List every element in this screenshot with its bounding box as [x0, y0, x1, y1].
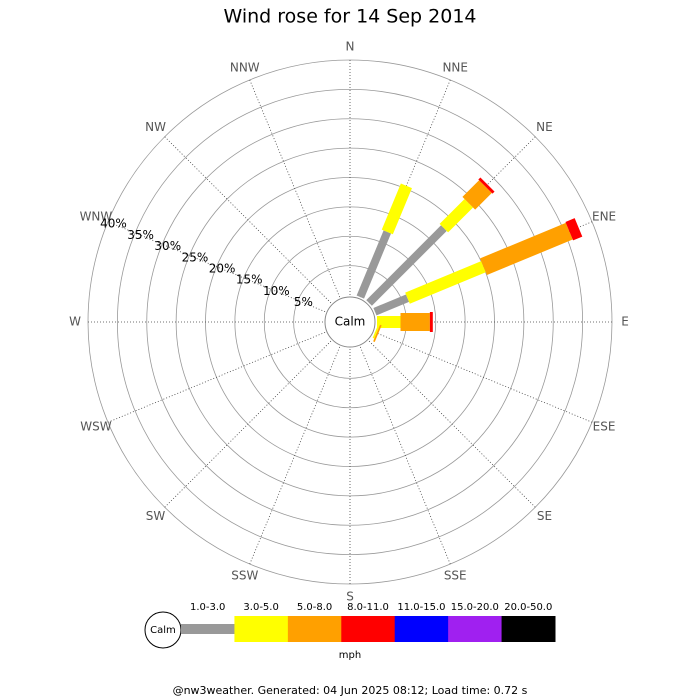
legend-swatch: [234, 616, 289, 642]
r-tick-label: 20%: [209, 261, 236, 275]
direction-label: WSW: [80, 420, 111, 434]
direction-label: S: [346, 590, 354, 604]
direction-label: E: [621, 315, 629, 329]
direction-label: SE: [537, 509, 552, 523]
direction-bars: [356, 183, 412, 299]
legend-label: 3.0-5.0: [243, 602, 278, 613]
legend-swatch: [341, 616, 396, 642]
bar-segment: [439, 198, 474, 233]
direction-label: NE: [536, 120, 553, 134]
bar-segment: [372, 326, 379, 339]
legend-unit: mph: [339, 650, 361, 661]
legend-label: 5.0-8.0: [297, 602, 332, 613]
r-tick-label: 40%: [100, 217, 127, 231]
spoke: [164, 340, 332, 508]
r-tick-label: 30%: [154, 239, 181, 253]
direction-bars: [372, 324, 382, 342]
direction-label: N: [346, 40, 355, 54]
footer: @nw3weather. Generated: 04 Jun 2025 08:1…: [173, 684, 528, 697]
spoke: [164, 136, 332, 304]
spoke: [249, 346, 341, 565]
spoke: [359, 346, 451, 565]
bar-segment: [429, 312, 433, 332]
legend-swatch: [394, 616, 449, 642]
r-tick-label: 25%: [182, 250, 209, 264]
legend-label: 11.0-15.0: [397, 602, 445, 613]
spoke: [249, 79, 341, 298]
direction-label: W: [69, 315, 81, 329]
direction-label: SW: [146, 509, 166, 523]
bar-segment: [565, 218, 583, 241]
direction-label: NW: [145, 120, 166, 134]
legend-swatch: [181, 624, 235, 634]
direction-label: SSW: [231, 569, 258, 583]
legend-label: 8.0-11.0: [347, 602, 389, 613]
ring: [263, 235, 437, 409]
direction-bars: [366, 177, 495, 306]
direction-label: ENE: [592, 209, 616, 223]
spoke: [374, 331, 593, 423]
legend-swatch: [448, 616, 503, 642]
ring: [234, 206, 466, 438]
direction-label: NNW: [230, 60, 260, 74]
r-tick-label: 35%: [127, 228, 154, 242]
legend-label: 15.0-20.0: [451, 602, 499, 613]
ring: [116, 88, 584, 556]
ring: [175, 147, 525, 497]
legend-label: 1.0-3.0: [190, 602, 225, 613]
direction-label: NNE: [442, 60, 468, 74]
bar-segment: [480, 222, 573, 276]
spoke: [107, 331, 326, 423]
spoke: [107, 221, 326, 313]
bar-segment: [366, 225, 447, 306]
bar-segment: [356, 230, 392, 299]
ring: [146, 118, 554, 526]
spoke: [368, 340, 536, 508]
legend-calm-label: Calm: [150, 625, 176, 636]
r-tick-label: 10%: [263, 284, 290, 298]
r-tick-label: 15%: [236, 273, 263, 287]
bar-segment: [400, 313, 430, 331]
calm-label: Calm: [335, 315, 366, 329]
legend-label: 20.0-50.0: [504, 602, 552, 613]
direction-label: SSE: [444, 569, 467, 583]
bar-segment: [373, 324, 382, 342]
legend-swatch: [287, 616, 342, 642]
bar-segment: [373, 294, 410, 316]
bar-segment: [405, 261, 486, 304]
bar-segment: [478, 177, 495, 194]
direction-bars: [373, 218, 583, 316]
bar-segment: [381, 183, 412, 235]
legend-swatch: [501, 616, 556, 642]
bar-segment: [377, 316, 401, 328]
direction-bars: [377, 312, 433, 332]
direction-label: WNW: [80, 209, 113, 223]
bar-segment: [462, 180, 492, 210]
chart-title: Wind rose for 14 Sep 2014: [223, 6, 476, 28]
r-tick-label: 5%: [294, 295, 313, 309]
calm-circle: [324, 296, 376, 348]
direction-label: ESE: [593, 420, 616, 434]
